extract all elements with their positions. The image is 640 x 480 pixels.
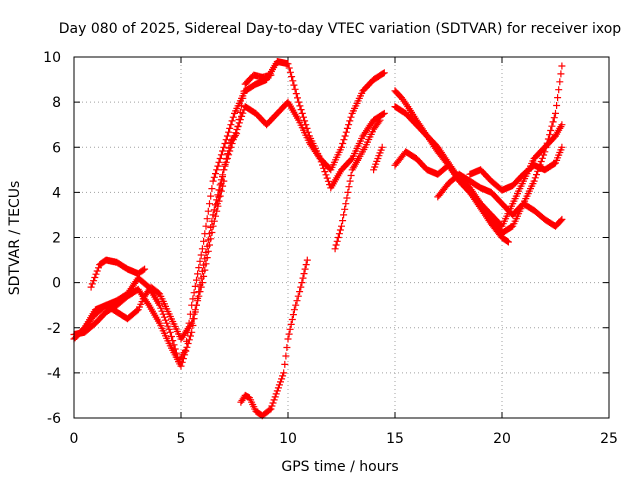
- y-tick-label: 0: [52, 276, 61, 292]
- series-track-d: [87, 256, 149, 291]
- y-axis-label: SDTVAR / TECUs: [7, 181, 23, 296]
- point-markers: [213, 71, 275, 208]
- x-tick-label: 10: [279, 431, 297, 447]
- x-tick-label: 15: [386, 431, 404, 447]
- y-tick-label: 2: [52, 231, 61, 247]
- y-tick-label: 8: [52, 95, 61, 111]
- plot-frame: [73, 56, 610, 419]
- x-axis-label: GPS time / hours: [281, 459, 398, 475]
- point-markers: [434, 170, 566, 230]
- point-markers: [81, 177, 228, 343]
- y-tick-label: 4: [52, 185, 61, 201]
- x-tick-label: 0: [70, 431, 79, 447]
- series-track-k: [391, 121, 566, 230]
- point-markers: [466, 143, 566, 194]
- point-markers: [370, 143, 386, 174]
- x-tick-label: 5: [177, 431, 186, 447]
- data-series: [70, 58, 566, 420]
- series-track-l: [434, 170, 566, 230]
- x-tick-label: 20: [493, 431, 511, 447]
- series-track-m: [466, 143, 566, 194]
- series-track-c: [81, 177, 228, 343]
- chart-title: Day 080 of 2025, Sidereal Day-to-day VTE…: [59, 21, 622, 37]
- y-tick-label: -6: [47, 411, 61, 427]
- series-track-h: [370, 143, 386, 174]
- series-track-g: [331, 116, 384, 253]
- y-tick-label: 10: [43, 50, 61, 66]
- y-tick-label: -4: [47, 366, 61, 382]
- point-markers: [237, 256, 311, 420]
- y-tick-label: -2: [47, 321, 61, 337]
- y-tick-label: 6: [52, 140, 61, 156]
- series-track-e: [213, 71, 275, 208]
- point-markers: [331, 116, 384, 253]
- series-track-f: [237, 256, 311, 420]
- x-tick-label: 25: [600, 431, 618, 447]
- axis-ticks: 0 5 10 15 20 25 -6 -4 -2 0 2 4 6 8 10: [43, 50, 618, 447]
- point-markers: [87, 256, 149, 291]
- point-markers: [391, 121, 566, 230]
